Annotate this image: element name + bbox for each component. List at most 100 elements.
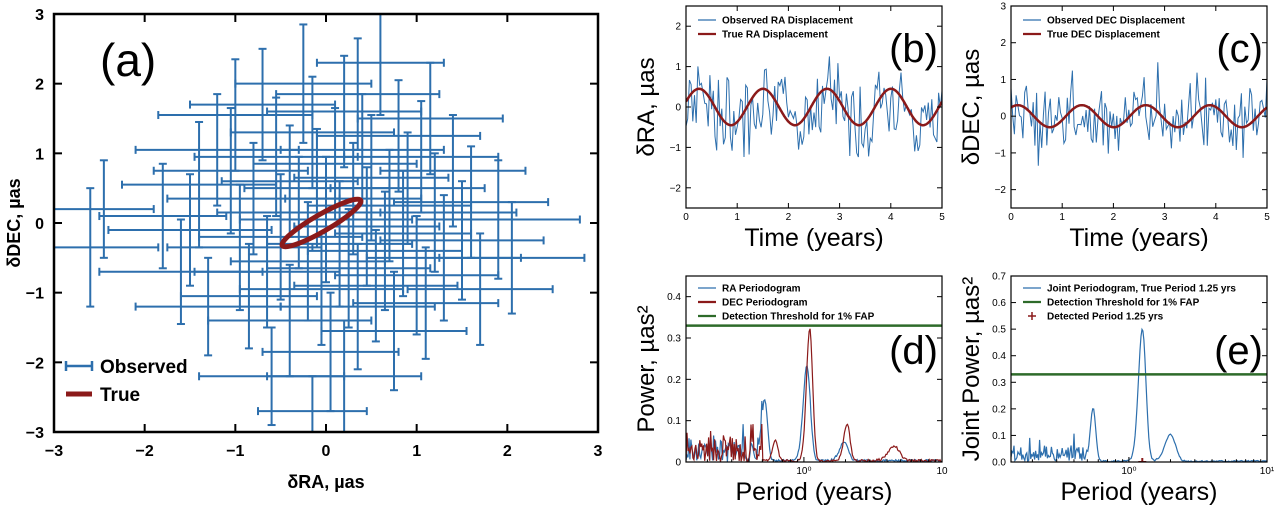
plot-area: [54, 14, 586, 432]
observed-displacement-line: [686, 56, 942, 158]
x-tick-label: 2: [1111, 212, 1117, 223]
legend-label: Observed RA Displacement: [722, 16, 853, 27]
x-tick-label: 5: [1264, 212, 1270, 223]
observed-point: [198, 173, 364, 301]
observed-point: [329, 131, 486, 245]
legend-label: Detected Period 1.25 yrs: [1047, 312, 1164, 323]
legend-label: True: [100, 385, 140, 406]
y-axis-label: Power, µas²: [633, 305, 660, 432]
x-tick-label: 1: [734, 212, 740, 223]
observed-point: [252, 107, 418, 221]
legend: Observed RA Displacement True RA Displace…: [698, 16, 853, 41]
y-tick-label: 1: [675, 62, 681, 73]
x-tick-label: 3: [837, 212, 843, 223]
observed-point: [406, 232, 554, 346]
observed-point: [261, 291, 400, 413]
y-tick-label: 0.2: [667, 375, 681, 386]
plot-frame: [1010, 275, 1268, 463]
legend-label: True RA Displacement: [722, 30, 828, 41]
legend: Observed True: [64, 357, 188, 406]
observed-point: [334, 215, 500, 336]
observed-point: [189, 47, 337, 162]
x-tick-label: 0: [322, 443, 331, 460]
y-tick-label: 1: [1000, 75, 1006, 86]
observed-point: [134, 256, 282, 357]
panel-d: 10⁰ 10 0 0.1 0.2 0.3 0.4 Period (years) Power, µ…: [633, 275, 948, 506]
y-tick-label: 0.1: [992, 431, 1006, 442]
observed-point: [54, 159, 155, 259]
x-tick-label: 5: [939, 212, 945, 223]
observed-point: [438, 201, 586, 315]
observed-point: [275, 37, 441, 151]
x-tick-label: 0: [1008, 212, 1014, 223]
legend-label: True DEC Displacement: [1047, 30, 1160, 41]
true-displacement-line: [1011, 103, 1267, 129]
plot-area: [686, 56, 942, 158]
x-axis-label: δRA, µas: [287, 472, 364, 492]
x-tick-label: 4: [1213, 212, 1219, 223]
legend-label: Detection Threshold for 1% FAP: [722, 312, 875, 323]
y-tick-label: 0: [1000, 112, 1006, 123]
y-tick-label: 0.2: [992, 404, 1006, 415]
x-tick-label: 4: [888, 212, 894, 223]
legend-label: Observed DEC Displacement: [1047, 16, 1185, 27]
observed-point: [54, 187, 160, 308]
y-tick-label: 0.0: [992, 458, 1006, 469]
observed-point: [107, 173, 273, 287]
y-tick-label: 0.3: [667, 334, 681, 345]
x-tick-label: 10: [936, 466, 948, 477]
observed-point: [320, 270, 468, 392]
y-tick-label: 0.7: [992, 272, 1006, 283]
observed-point: [279, 242, 436, 371]
panel-label: (c): [1216, 27, 1263, 71]
legend-label: DEC Periodogram: [722, 298, 808, 309]
observed-point: [379, 180, 545, 301]
y-tick-label: 3: [1000, 2, 1006, 13]
y-tick-label: −1: [26, 286, 44, 303]
y-tick-label: −3: [26, 425, 44, 442]
y-tick-label: 2: [1000, 38, 1006, 49]
y-tick-label: −2: [26, 355, 44, 372]
observed-point: [306, 190, 463, 312]
legend-label: RA Periodogram: [722, 284, 801, 295]
x-axis-label: Period (years): [1061, 478, 1218, 506]
panel-label: (b): [889, 27, 938, 71]
observed-point: [157, 58, 314, 172]
legend: RA Periodogram DEC Periodogram Detection T…: [698, 284, 875, 323]
y-tick-label: −1: [670, 143, 682, 154]
y-tick-label: 0.4: [667, 292, 681, 303]
x-tick-label: −3: [45, 443, 63, 460]
panel-e: 10⁰ 10¹ 0.0 0.1 0.2 0.3 0.4 0.5 0.6 0.7 Period (ye…: [958, 272, 1275, 507]
x-tick-label: 3: [1162, 212, 1168, 223]
y-tick-label: 0.3: [992, 378, 1006, 389]
observed-point: [98, 162, 228, 270]
true-orbit-ellipse: [279, 196, 364, 250]
observed-point: [315, 79, 482, 193]
observed-point: [352, 246, 500, 360]
observed-point: [234, 23, 373, 144]
observed-point: [152, 107, 309, 235]
observed-point: [379, 114, 527, 228]
legend-label: Joint Periodogram, True Period 1.25 yrs: [1047, 284, 1236, 295]
y-tick-label: 1: [35, 146, 44, 163]
y-axis-label: Joint Power, µas²: [958, 277, 985, 462]
observed-point: [415, 159, 581, 280]
y-tick-label: −1: [995, 148, 1007, 159]
plot-frame: [1010, 5, 1268, 209]
y-tick-label: 0: [675, 103, 681, 114]
plot-area: [1011, 62, 1267, 166]
legend-label: Observed: [100, 357, 188, 378]
observed-point: [356, 61, 504, 176]
x-tick-label: 10¹: [1260, 466, 1275, 477]
x-tick-label: 2: [786, 212, 792, 223]
observed-point: [134, 93, 300, 207]
true-displacement-line: [686, 87, 942, 127]
legend: Observed DEC Displacement True DEC Displa…: [1023, 16, 1185, 41]
y-tick-label: 2: [35, 77, 44, 94]
observed-point: [238, 155, 414, 284]
y-axis-label: δDEC, µas: [4, 178, 24, 267]
observed-point: [266, 319, 423, 432]
panel-a: −3 −2 −1 0 1 2 3 −3 −2 −1 0 1 2 3 δRA, µas δDEC, µas (a)…: [4, 7, 603, 492]
x-tick-label: 2: [503, 443, 512, 460]
